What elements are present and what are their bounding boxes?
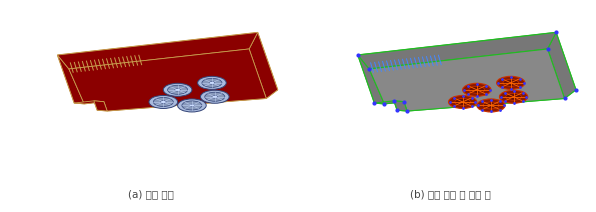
Ellipse shape (182, 101, 202, 110)
Ellipse shape (178, 99, 206, 112)
Ellipse shape (205, 92, 225, 101)
Polygon shape (57, 32, 278, 110)
Ellipse shape (477, 99, 505, 112)
Ellipse shape (496, 76, 525, 89)
Ellipse shape (212, 95, 218, 98)
Ellipse shape (175, 88, 181, 91)
Text: (b) 객체 내부 면 선택 후: (b) 객체 내부 면 선택 후 (409, 189, 491, 199)
Polygon shape (369, 49, 564, 111)
Polygon shape (397, 90, 576, 111)
Ellipse shape (499, 90, 527, 103)
Ellipse shape (448, 95, 477, 109)
Ellipse shape (202, 78, 222, 87)
Polygon shape (394, 101, 407, 111)
Polygon shape (358, 32, 576, 110)
Ellipse shape (189, 104, 195, 107)
Polygon shape (74, 101, 104, 104)
Polygon shape (548, 32, 576, 99)
Ellipse shape (483, 102, 499, 109)
Ellipse shape (149, 95, 178, 109)
Polygon shape (97, 90, 278, 111)
Ellipse shape (153, 98, 173, 106)
Polygon shape (358, 55, 384, 104)
Ellipse shape (163, 83, 192, 96)
Polygon shape (374, 101, 404, 104)
Text: (a) 객체 선택: (a) 객체 선택 (128, 189, 173, 199)
Polygon shape (57, 32, 257, 69)
Ellipse shape (455, 99, 470, 105)
Polygon shape (57, 55, 84, 104)
Polygon shape (249, 32, 278, 99)
Ellipse shape (462, 83, 491, 96)
Ellipse shape (160, 101, 166, 103)
Ellipse shape (167, 85, 188, 94)
Ellipse shape (469, 86, 485, 93)
Polygon shape (94, 101, 107, 111)
Ellipse shape (200, 90, 229, 103)
Ellipse shape (506, 93, 522, 100)
Polygon shape (358, 32, 556, 69)
Ellipse shape (198, 76, 226, 89)
Polygon shape (69, 49, 266, 111)
Ellipse shape (209, 82, 215, 84)
Ellipse shape (503, 79, 519, 86)
